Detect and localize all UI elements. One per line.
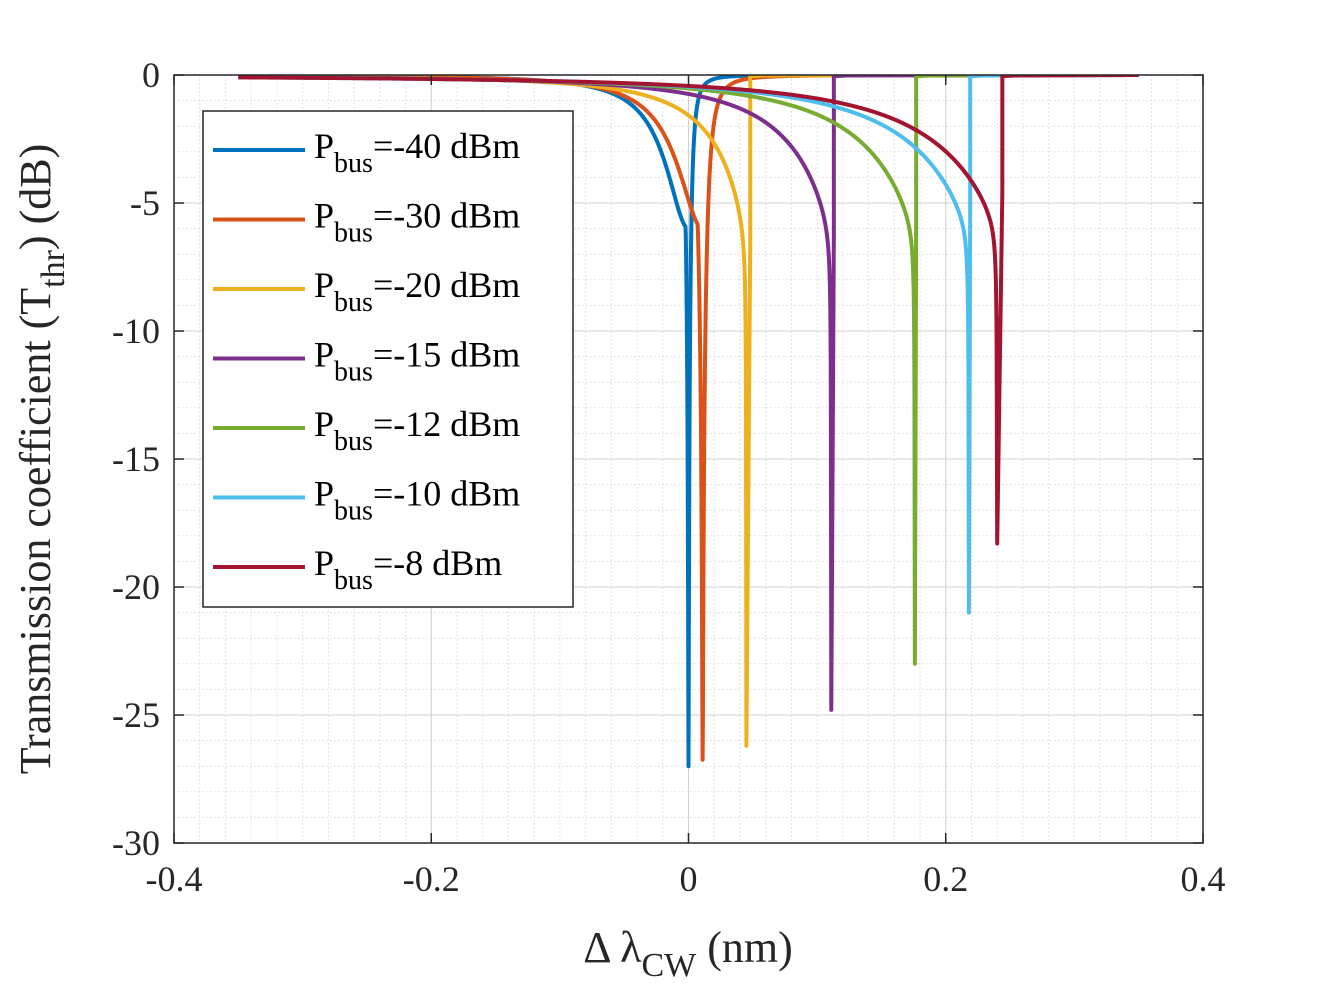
series-line [236, 75, 1139, 546]
y-tick-label: -15 [112, 439, 160, 479]
x-tick-label: -0.2 [403, 859, 460, 899]
x-tick-label: -0.4 [146, 859, 203, 899]
y-axis-title-unit: ) (dB) [11, 144, 60, 250]
y-tick-label: 0 [142, 55, 160, 95]
x-tick-label: 0.4 [1181, 859, 1226, 899]
y-axis-title-sub: thr [35, 249, 72, 287]
legend-label: Pbus=-10 dBm [314, 474, 520, 527]
legend-label: Pbus=-40 dBm [314, 126, 520, 179]
legend-label: Pbus=-30 dBm [314, 196, 520, 249]
x-axis-title-main: Δ λ [583, 923, 642, 972]
legend-label: Pbus=-12 dBm [314, 404, 520, 457]
y-tick-label: -10 [112, 311, 160, 351]
legend-label: Pbus=-15 dBm [314, 335, 520, 388]
y-axis-title: Transmission coefficient (Tthr) (dB) [11, 144, 72, 774]
legend-label: Pbus=-20 dBm [314, 265, 520, 318]
axis-ticks [173, 74, 1204, 844]
y-tick-label: -30 [112, 823, 160, 863]
x-tick-labels: -0.4 -0.2 0 0.2 0.4 [146, 859, 1226, 899]
legend-label: Pbus=-8 dBm [314, 543, 502, 596]
y-tick-label: -20 [112, 567, 160, 607]
x-axis-title: Δ λCW (nm) [583, 923, 793, 984]
legend: Pbus=-40 dBm Pbus=-30 dBm Pbus=-20 dBm Pbus… [202, 110, 574, 608]
x-axis-title-sub: CW [641, 947, 697, 984]
x-tick-label: 0 [680, 859, 698, 899]
x-axis-title-unit: (nm) [696, 923, 793, 972]
y-axis-title-main: Transmission coefficient (T [11, 288, 60, 775]
y-tick-labels: 0 -5 -10 -15 -20 -25 -30 [112, 55, 160, 863]
y-tick-label: -5 [130, 183, 160, 223]
y-tick-label: -25 [112, 695, 160, 735]
x-tick-label: 0.2 [923, 859, 968, 899]
